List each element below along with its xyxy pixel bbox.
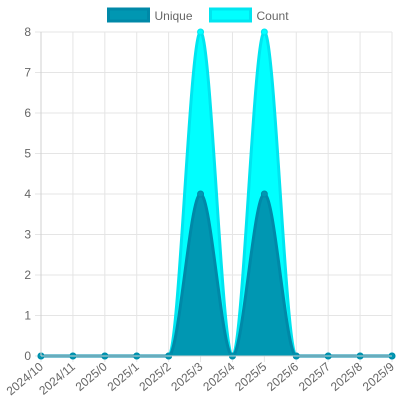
legend[interactable]: Unique Count (107, 7, 290, 23)
data-point-count[interactable] (197, 28, 205, 36)
data-point-unique[interactable] (260, 190, 268, 198)
x-tick-label: 2025/1 (105, 359, 142, 394)
legend-label-count: Count (257, 9, 290, 23)
y-tick-label: 0 (24, 349, 31, 363)
y-tick-label: 6 (24, 106, 31, 120)
y-tick-label: 7 (24, 66, 31, 80)
legend-swatch-unique (107, 7, 150, 23)
x-tick-label: 2025/7 (296, 359, 333, 394)
y-tick-label: 2 (24, 268, 31, 282)
y-tick-label: 5 (24, 147, 31, 161)
x-tick-label: 2025/5 (232, 359, 269, 394)
legend-item-count[interactable]: Count (209, 7, 290, 23)
x-tick-label: 2025/8 (328, 359, 365, 394)
x-tick-label: 2025/9 (360, 359, 397, 394)
x-tick-label: 2025/6 (264, 359, 301, 394)
y-axis: 0 1 2 3 4 5 6 7 8 (24, 25, 42, 363)
legend-item-unique[interactable]: Unique (107, 7, 193, 23)
x-tick-label: 2024/11 (36, 359, 78, 397)
data-point-unique[interactable] (197, 190, 205, 198)
x-axis: 2024/102024/112025/02025/12025/22025/320… (4, 355, 397, 398)
legend-label-unique: Unique (155, 9, 193, 23)
y-tick-label: 1 (24, 309, 31, 323)
x-tick-label: 2025/0 (73, 359, 110, 394)
y-tick-label: 3 (24, 228, 31, 242)
y-tick-label: 4 (24, 187, 31, 201)
x-tick-label: 2025/4 (200, 359, 237, 394)
y-tick-label: 8 (24, 25, 31, 39)
legend-swatch-count (209, 7, 252, 23)
x-tick-label: 2025/3 (168, 359, 205, 394)
data-point-count[interactable] (260, 28, 268, 36)
x-tick-label: 2025/2 (136, 359, 173, 394)
